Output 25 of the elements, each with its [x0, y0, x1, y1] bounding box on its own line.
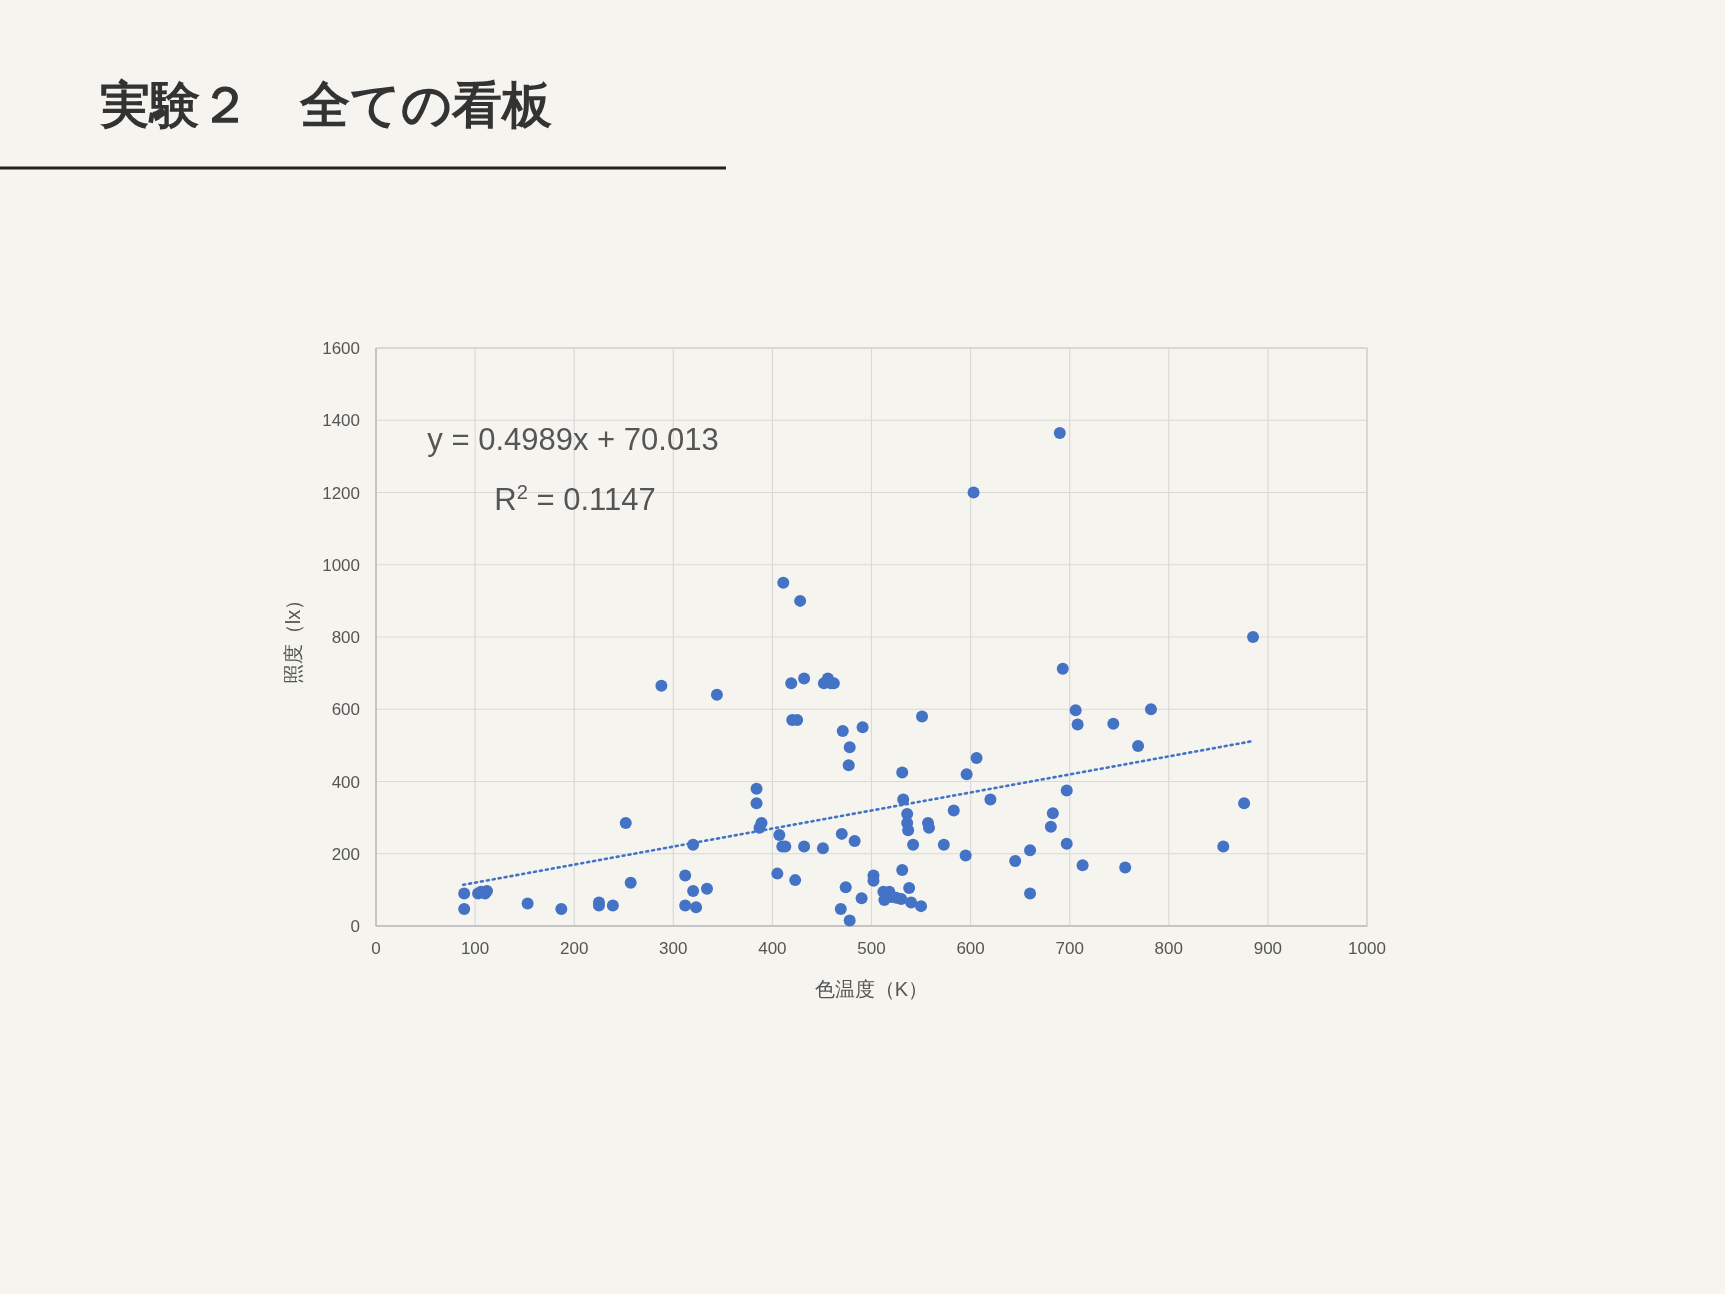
x-tick-label: 0 [371, 939, 381, 958]
chart-title: 実験２ 全ての看板 [99, 77, 553, 133]
y-tick-label: 1400 [322, 411, 360, 431]
y-tick-label: 1000 [322, 555, 360, 575]
x-tick-label: 600 [956, 939, 985, 958]
y-tick-label: 800 [331, 628, 360, 647]
annotation: R$^{2}$ = 0.1147 [494, 481, 656, 517]
x-axis-title: 色温度（K） [814, 978, 929, 1000]
x-tick-label: 800 [1154, 939, 1183, 958]
y-tick-label: 0 [350, 917, 360, 936]
y-tick-label: 400 [331, 772, 360, 792]
y-tick-label: 1200 [322, 483, 360, 503]
y-tick-label: 600 [331, 700, 360, 720]
y-axis-title: 照度（lx） [282, 589, 304, 685]
y-tick-label: 200 [331, 844, 360, 864]
x-tick-label: 100 [460, 939, 490, 958]
x-tick-label: 200 [560, 939, 589, 958]
x-tick-label: 500 [857, 939, 886, 958]
x-tick-label: 300 [659, 939, 688, 958]
y-tick-label: 1600 [322, 339, 360, 358]
x-tick-label: 1000 [1348, 939, 1386, 958]
x-tick-label: 900 [1253, 939, 1283, 958]
annotation: y = 0.4989x + 70.013 [427, 422, 719, 457]
x-tick-label: 700 [1055, 939, 1084, 958]
x-tick-label: 400 [758, 939, 787, 958]
